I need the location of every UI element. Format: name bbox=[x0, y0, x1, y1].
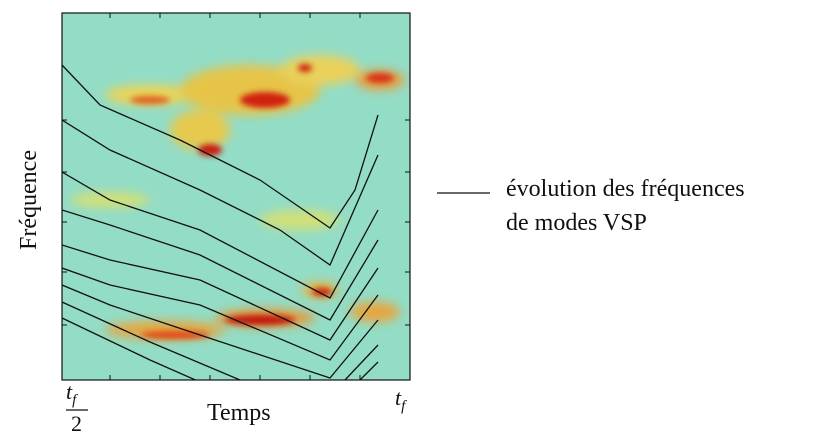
x-end-sub: f bbox=[401, 398, 406, 415]
x-start-denominator: 2 bbox=[71, 411, 82, 436]
ticks bbox=[62, 13, 410, 380]
mode-curves bbox=[62, 64, 379, 380]
x-start-label: tf bbox=[66, 379, 76, 409]
x-start-base: t bbox=[66, 379, 73, 404]
spectrogram bbox=[62, 13, 410, 380]
x-start-sub: f bbox=[72, 392, 77, 409]
y-label: Fréquence bbox=[16, 150, 42, 250]
x-end-base: t bbox=[395, 385, 402, 410]
x-label: Temps bbox=[207, 400, 271, 426]
legend-text: de modes VSP bbox=[506, 210, 647, 236]
legend-text: évolution des fréquences bbox=[506, 176, 745, 202]
x-end-label: tf bbox=[395, 385, 405, 415]
